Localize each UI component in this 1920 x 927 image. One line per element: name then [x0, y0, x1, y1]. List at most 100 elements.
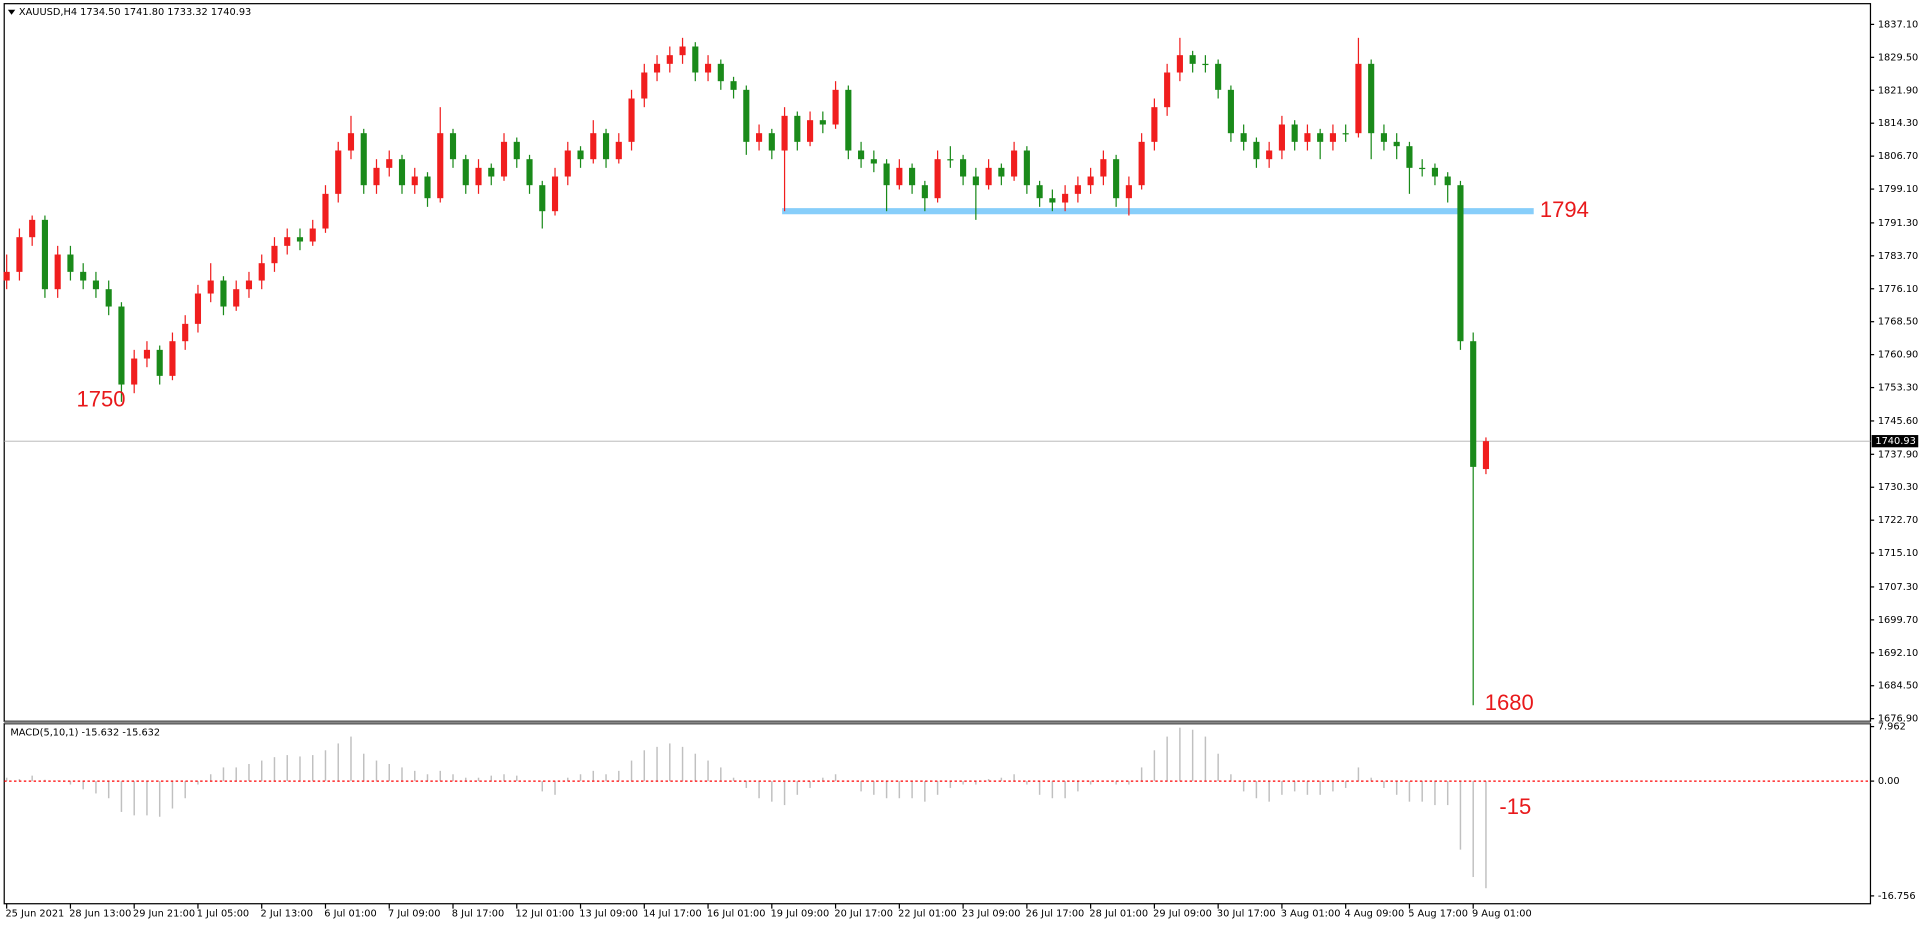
y-tick-label: 1791.30	[1878, 218, 1918, 229]
candle-body	[794, 115, 801, 142]
y-tick-label: 1753.30	[1878, 383, 1918, 394]
candle-body	[411, 176, 418, 186]
macd-title: MACD(5,10,1) -15.632 -15.632	[10, 727, 160, 738]
candle-body	[1355, 63, 1362, 134]
candle-body	[1113, 159, 1120, 199]
candle-body	[54, 254, 61, 290]
x-tick-label: 14 Jul 17:00	[643, 909, 702, 920]
candle-body	[539, 185, 546, 212]
candle-body	[1431, 167, 1439, 177]
x-tick-label: 1 Jul 05:00	[197, 909, 249, 920]
candle-body	[1444, 176, 1451, 186]
candle-body	[1253, 141, 1260, 160]
candle-body	[602, 133, 610, 160]
macd-y-tick-label: 7.962	[1878, 722, 1906, 733]
candle-body	[322, 193, 329, 229]
candle-body	[386, 159, 393, 168]
candle-body	[1100, 159, 1107, 177]
x-tick-label: 6 Jul 01:00	[324, 909, 376, 920]
candle-body	[666, 55, 673, 64]
candle-body	[437, 133, 444, 199]
macd-y-tick-label: 0.00	[1878, 776, 1900, 787]
candle-body	[1240, 133, 1247, 142]
candle-body	[985, 167, 992, 186]
candle-body	[615, 141, 622, 160]
candle-body	[194, 293, 202, 324]
annotation: 1680	[1485, 690, 1534, 715]
x-tick-label: 28 Jul 01:00	[1089, 909, 1148, 920]
candle-body	[207, 280, 214, 294]
candle-body	[692, 46, 699, 73]
candle-body	[284, 237, 291, 246]
candle-body	[335, 150, 342, 194]
candle-body	[488, 167, 495, 177]
candle-body	[960, 159, 967, 177]
candle-body	[1266, 150, 1273, 160]
candle-body	[858, 150, 865, 160]
x-tick-label: 22 Jul 01:00	[898, 909, 957, 920]
candle-body	[717, 63, 724, 82]
x-tick-label: 12 Jul 01:00	[516, 909, 575, 920]
candle-body	[653, 63, 661, 73]
candle-body	[1151, 107, 1158, 142]
candle-body	[92, 280, 100, 290]
y-tick-label: 1768.50	[1878, 317, 1918, 328]
candle-body	[105, 289, 112, 307]
macd-y-tick-label: -16.756	[1878, 891, 1916, 902]
candle-body	[704, 63, 712, 73]
x-tick-label: 29 Jul 09:00	[1153, 909, 1212, 920]
candle-body	[526, 159, 533, 186]
candle-body	[449, 133, 457, 160]
x-tick-label: 16 Jul 01:00	[707, 909, 766, 920]
candle-body	[628, 98, 635, 142]
current-price-tag	[1871, 435, 1919, 448]
current-price-label: 1740.93	[1875, 436, 1915, 447]
candle-body	[1227, 89, 1234, 134]
y-tick-label: 1715.10	[1878, 548, 1918, 559]
candle-body	[883, 163, 890, 186]
candle-body	[1482, 441, 1490, 470]
candle-body	[41, 219, 48, 290]
candle-body	[1291, 124, 1298, 142]
candle-body	[1087, 176, 1094, 186]
y-tick-label: 1814.30	[1878, 118, 1918, 129]
candle-body	[143, 349, 151, 359]
y-tick-label: 1692.10	[1878, 648, 1918, 659]
candle-body	[1036, 185, 1043, 199]
candle-body	[131, 358, 138, 385]
candle-body	[118, 306, 125, 385]
candle-body	[424, 176, 431, 199]
candle-body	[29, 219, 36, 238]
candle-body	[271, 245, 278, 264]
x-tick-label: 20 Jul 17:00	[834, 909, 893, 920]
x-tick-label: 19 Jul 09:00	[771, 909, 830, 920]
candle-body	[475, 167, 482, 186]
candle-body	[1202, 63, 1209, 66]
candle-body	[245, 280, 253, 290]
x-tick-label: 23 Jul 09:00	[962, 909, 1021, 920]
candle-body	[1176, 55, 1183, 73]
x-tick-label: 5 Aug 17:00	[1408, 909, 1468, 920]
y-tick-label: 1799.10	[1878, 184, 1918, 195]
candle-body	[1317, 133, 1324, 142]
y-tick-label: 1699.70	[1878, 615, 1918, 626]
candle-body	[1329, 133, 1336, 142]
candle-body	[1470, 341, 1477, 467]
candle-body	[934, 159, 941, 199]
candle-body	[347, 133, 355, 151]
candle-body	[258, 263, 265, 281]
candle-body	[947, 159, 954, 161]
candle-body	[1138, 141, 1145, 186]
candle-body	[500, 141, 508, 177]
candle-body	[296, 237, 304, 242]
candle-body	[233, 289, 240, 307]
candle-body	[1189, 55, 1196, 64]
candle-body	[972, 176, 979, 186]
candle-body	[3, 271, 10, 281]
chart-title: XAUUSD,H4 1734.50 1741.80 1733.32 1740.9…	[19, 7, 251, 18]
y-tick-label: 1806.70	[1878, 151, 1918, 162]
candle-body	[1125, 185, 1132, 199]
